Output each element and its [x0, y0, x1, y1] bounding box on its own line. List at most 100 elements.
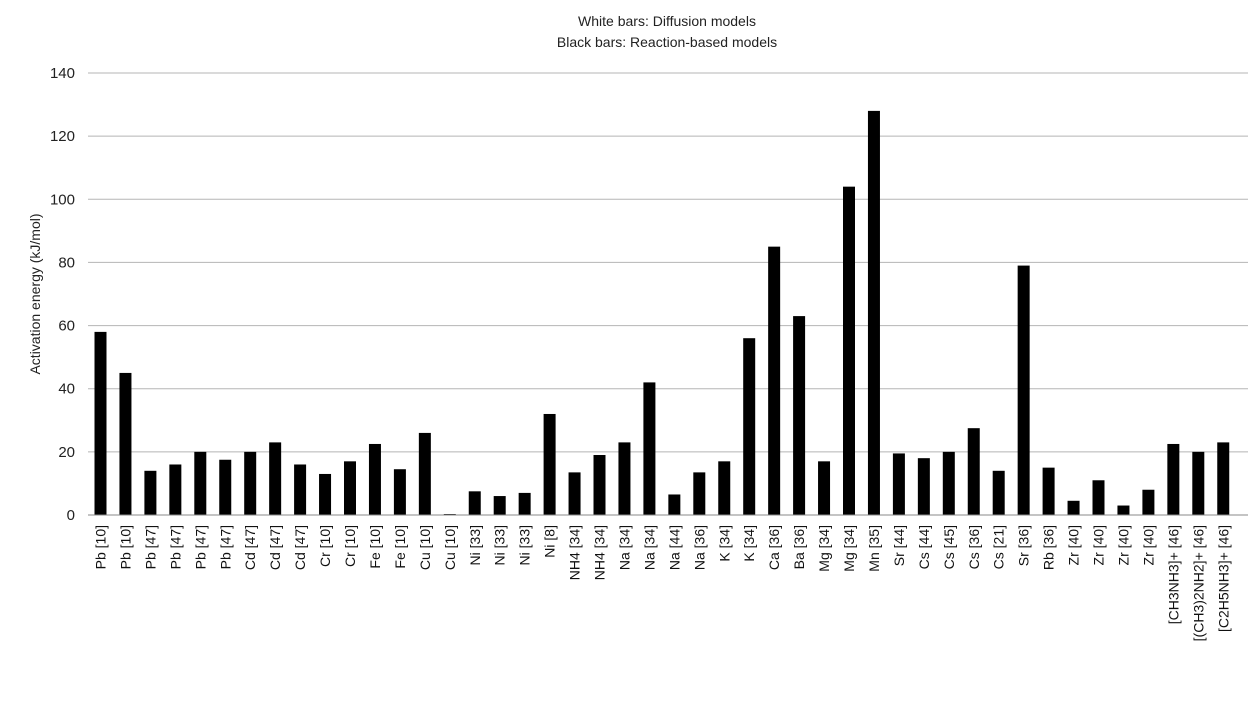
- bar: [144, 470, 157, 515]
- x-tick-label: [CH3NH3]+ [46]: [1165, 525, 1181, 624]
- bar: [917, 458, 930, 515]
- bar: [94, 331, 107, 515]
- y-axis-label: Activation energy (kJ/mol): [27, 213, 43, 374]
- bar: [1192, 451, 1205, 515]
- bar: [967, 428, 980, 515]
- bar: [518, 492, 531, 515]
- bar: [768, 246, 781, 515]
- bar: [593, 455, 606, 515]
- y-tick-label: 80: [58, 254, 75, 271]
- x-tick-label: Ni [33]: [492, 525, 508, 565]
- y-tick-label: 60: [58, 318, 75, 335]
- bar: [418, 432, 431, 515]
- x-tick-label: Zr [40]: [1066, 525, 1082, 565]
- x-tick-label: Cd [47]: [292, 525, 308, 570]
- x-tick-label: Pb [47]: [142, 525, 158, 569]
- bar: [618, 442, 631, 515]
- x-tick-label: Ca [36]: [766, 525, 782, 570]
- bar: [368, 443, 381, 515]
- bar: [468, 491, 481, 515]
- x-tick-label: Cs [44]: [916, 525, 932, 569]
- x-tick-label: Na [34]: [641, 525, 657, 570]
- x-tick-label: Cs [21]: [991, 525, 1007, 569]
- x-tick-label: Na [44]: [666, 525, 682, 570]
- x-tick-label: NH4 [34]: [567, 525, 583, 580]
- x-tick-label: Na [36]: [691, 525, 707, 570]
- bar: [718, 461, 731, 515]
- x-tick-label: Cr [10]: [317, 525, 333, 567]
- bar: [1217, 442, 1230, 515]
- x-tick-label: Na [34]: [616, 525, 632, 570]
- bar: [119, 372, 132, 515]
- x-tick-label: [C2H5NH3]+ [46]: [1215, 525, 1231, 632]
- bar: [942, 451, 955, 515]
- x-tick-label: K [34]: [741, 525, 757, 562]
- x-tick-label: Pb [47]: [192, 525, 208, 569]
- x-tick-label: Cr [10]: [342, 525, 358, 567]
- bar: [867, 110, 880, 515]
- x-tick-label: Ni [33]: [467, 525, 483, 565]
- y-axis-ticks: 0 20 40 60 80 100 120 140: [50, 65, 75, 524]
- bar: [294, 464, 307, 515]
- x-tick-label: Cu [10]: [442, 525, 458, 570]
- y-tick-label: 100: [50, 191, 75, 208]
- x-tick-label: Sr [44]: [891, 525, 907, 566]
- x-axis-ticks: Pb [10] Pb [10] Pb [47] Pb [47] Pb [47] Pb [4…: [93, 525, 1232, 641]
- bars: [94, 110, 1230, 515]
- bar: [992, 470, 1005, 515]
- x-tick-label: Cd [47]: [242, 525, 258, 570]
- bar: [668, 494, 681, 515]
- y-tick-label: 120: [50, 128, 75, 145]
- x-tick-label: Ba [36]: [791, 525, 807, 569]
- x-tick-label: NH4 [34]: [592, 525, 608, 580]
- bar: [219, 459, 232, 515]
- y-tick-label: 140: [50, 65, 75, 82]
- bar: [643, 382, 656, 515]
- bar: [543, 413, 556, 515]
- x-tick-label: Pb [10]: [117, 525, 133, 569]
- x-tick-label: Ni [8]: [542, 525, 558, 558]
- bar: [1117, 505, 1130, 515]
- bar: [568, 472, 581, 515]
- bar: [693, 472, 706, 515]
- bar: [818, 461, 831, 515]
- bar: [793, 316, 806, 515]
- x-tick-label: Mn [35]: [866, 525, 882, 572]
- x-tick-label: K [34]: [716, 525, 732, 562]
- y-tick-label: 0: [67, 507, 75, 524]
- bar: [1042, 467, 1055, 515]
- bar: [1167, 443, 1180, 515]
- x-tick-label: Sr [36]: [1016, 525, 1032, 566]
- bar: [393, 469, 406, 515]
- x-tick-label: Rb [36]: [1041, 525, 1057, 570]
- x-tick-label: Zr [40]: [1115, 525, 1131, 565]
- bar: [892, 453, 905, 515]
- chart-title-line-2: Black bars: Reaction-based models: [557, 34, 777, 50]
- y-tick-label: 20: [58, 444, 75, 461]
- x-tick-label: Cs [45]: [941, 525, 957, 569]
- x-tick-label: Pb [47]: [217, 525, 233, 569]
- x-tick-label: Zr [40]: [1091, 525, 1107, 565]
- x-tick-label: Pb [10]: [93, 525, 109, 569]
- bar: [743, 338, 756, 515]
- x-tick-label: Cd [47]: [267, 525, 283, 570]
- gridlines: [88, 72, 1248, 453]
- y-tick-label: 40: [58, 381, 75, 398]
- bar: [269, 442, 282, 515]
- bar: [1017, 265, 1030, 515]
- chart-title-line-1: White bars: Diffusion models: [578, 13, 756, 29]
- bar: [244, 451, 257, 515]
- bar: [194, 451, 207, 515]
- bar: [493, 496, 506, 515]
- x-tick-label: Fe [10]: [392, 525, 408, 569]
- bar: [169, 464, 182, 515]
- x-tick-label: Ni [33]: [517, 525, 533, 565]
- x-tick-label: Cu [10]: [417, 525, 433, 570]
- bar: [319, 473, 332, 515]
- bar: [1067, 500, 1080, 515]
- x-tick-label: Zr [40]: [1140, 525, 1156, 565]
- x-tick-label: [(CH3)2NH2]+ [46]: [1190, 525, 1206, 641]
- bar: [1092, 480, 1105, 515]
